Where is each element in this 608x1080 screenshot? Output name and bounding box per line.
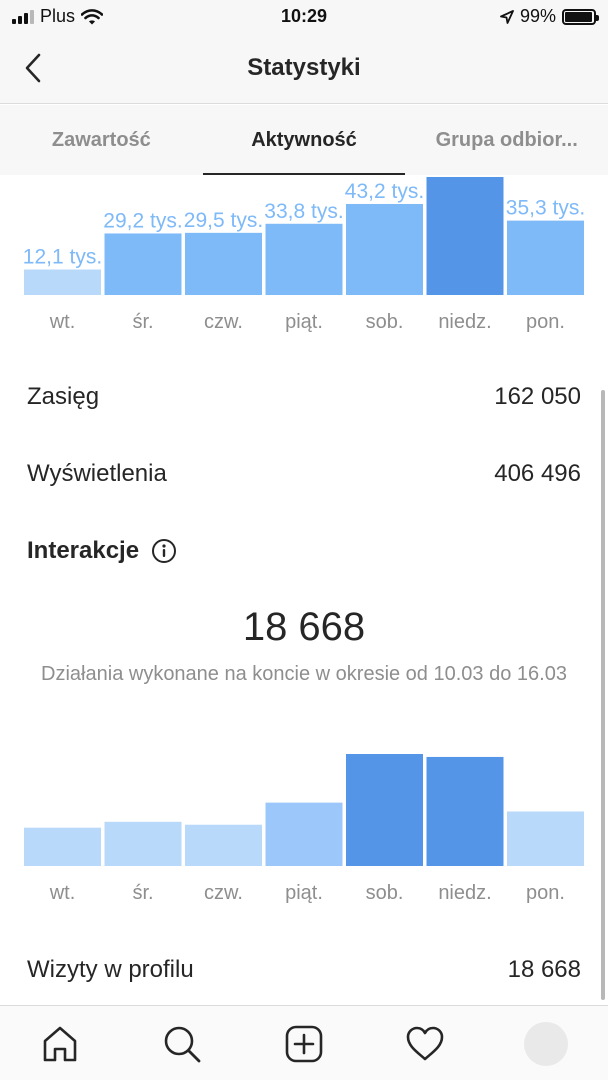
bar-value-label: 12,1 tys. xyxy=(23,246,102,269)
interactions-by-day-chart: wt. śr. czw. piąt. sob. niedz. pon. xyxy=(24,754,584,904)
day-label: niedz. xyxy=(438,882,491,904)
day-label: piąt. xyxy=(285,311,323,333)
day-label: sob. xyxy=(366,311,404,333)
day-label: sob. xyxy=(366,882,404,904)
bar-value-label: 29,5 tys. xyxy=(184,209,263,232)
chart-bar[interactable] xyxy=(265,223,343,295)
heart-icon xyxy=(406,1026,444,1061)
carrier-info: Plus xyxy=(12,6,104,27)
day-label: niedz. xyxy=(438,311,491,333)
tab-activity[interactable]: Aktywność xyxy=(202,105,406,175)
info-icon[interactable] xyxy=(151,538,177,564)
nav-search[interactable] xyxy=(160,1022,204,1066)
chart-bar[interactable] xyxy=(426,756,504,866)
day-label: śr. xyxy=(132,882,153,904)
views-row: Wyświetlenia 406 496 xyxy=(27,460,581,488)
bottom-tab-bar xyxy=(0,1005,608,1080)
profile-visits-row: Wizyty w profilu 18 668 xyxy=(27,956,581,984)
reach-row: Zasięg 162 050 xyxy=(27,383,581,411)
day-label: piąt. xyxy=(285,882,323,904)
tab-content[interactable]: Zawartość xyxy=(51,129,151,151)
home-icon xyxy=(43,1026,77,1062)
day-label: wt. xyxy=(49,311,76,333)
page-title: Statystyki xyxy=(247,54,361,81)
day-label: czw. xyxy=(204,882,243,904)
bar-value-label: 33,8 tys. xyxy=(264,200,343,223)
views-value: 406 496 xyxy=(494,460,581,487)
chart-bar[interactable] xyxy=(346,203,423,295)
scroll-indicator[interactable] xyxy=(601,390,605,1000)
nav-home[interactable] xyxy=(38,1022,82,1066)
nav-activity[interactable] xyxy=(403,1022,447,1066)
profile-visits-label: Wizyty w profilu xyxy=(27,956,194,983)
interactions-title: Interakcje xyxy=(27,537,140,564)
insights-content: 12,1 tys. wt. 29,2 tys. śr. 29,5 tys. czw. 33,… xyxy=(0,175,608,1005)
system-status: 99% xyxy=(500,6,599,27)
search-icon xyxy=(164,1026,201,1063)
bar-value-label: 43,2 tys. xyxy=(345,180,424,203)
chart-bar[interactable] xyxy=(104,821,182,866)
location-arrow-icon xyxy=(500,9,514,24)
day-label: czw. xyxy=(204,311,243,333)
day-label: śr. xyxy=(132,311,153,333)
chart-bar[interactable] xyxy=(346,754,423,866)
bar-value-label: 35,3 tys. xyxy=(506,197,585,220)
chart-bar[interactable] xyxy=(104,233,182,295)
status-bar: Plus 10:29 99% xyxy=(0,0,608,34)
chart-bar[interactable] xyxy=(265,802,343,866)
nav-profile[interactable] xyxy=(524,1022,568,1066)
bar-value-label: 29,2 tys. xyxy=(103,209,182,232)
profile-avatar xyxy=(524,1022,568,1066)
tab-audience[interactable]: Grupa odbior... xyxy=(435,129,578,151)
chart-bar[interactable] xyxy=(24,827,101,866)
interactions-description: Działania wykonane na koncie w okresie o… xyxy=(41,663,567,685)
reach-by-day-chart: 12,1 tys. wt. 29,2 tys. śr. 29,5 tys. czw. 33,… xyxy=(23,177,585,333)
chart-bar[interactable] xyxy=(507,811,584,866)
signal-icon xyxy=(12,9,34,24)
reach-value: 162 050 xyxy=(494,383,581,410)
chart-bar[interactable] xyxy=(507,220,584,295)
chart-bar[interactable] xyxy=(185,232,262,295)
wifi-icon xyxy=(81,8,104,24)
battery-percent: 99% xyxy=(519,6,556,26)
nav-header: Statystyki xyxy=(0,34,608,104)
reach-label: Zasięg xyxy=(27,383,100,410)
day-label: pon. xyxy=(526,311,565,333)
chevron-left-icon xyxy=(25,53,41,83)
day-label: wt. xyxy=(49,882,76,904)
views-label: Wyświetlenia xyxy=(27,460,167,487)
day-label: pon. xyxy=(526,882,565,904)
interactions-heading: Interakcje xyxy=(27,537,177,565)
chart-bar[interactable] xyxy=(185,824,262,866)
back-button[interactable] xyxy=(20,50,50,86)
carrier-name: Plus xyxy=(40,6,76,26)
interactions-total: 18 668 xyxy=(242,605,366,649)
clock: 10:29 xyxy=(280,6,328,26)
tab-bar: Zawartość Aktywność Grupa odbior... xyxy=(0,105,608,175)
chart-bar[interactable] xyxy=(24,269,101,295)
nav-new-post[interactable] xyxy=(282,1022,326,1066)
battery-icon xyxy=(562,8,599,25)
add-post-icon xyxy=(285,1025,323,1063)
chart-bar[interactable] xyxy=(426,177,504,295)
profile-visits-value: 18 668 xyxy=(507,956,581,983)
